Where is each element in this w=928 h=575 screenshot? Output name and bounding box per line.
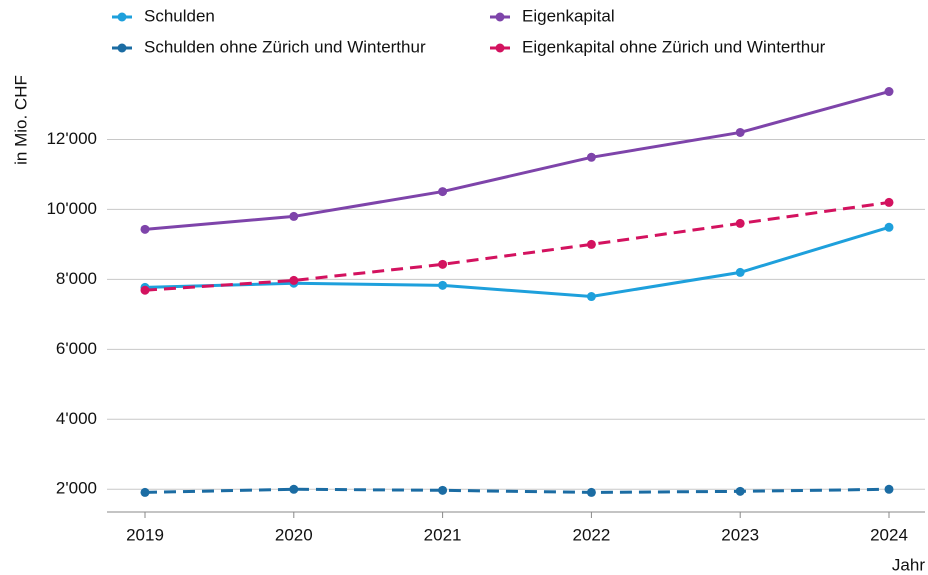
legend-label: Schulden ohne Zürich und Winterthur: [144, 37, 426, 56]
legend-marker: [495, 12, 505, 22]
y-tick-label: 2'000: [56, 479, 97, 498]
x-tick-label: 2019: [126, 525, 164, 544]
data-point: [735, 267, 745, 277]
data-point: [884, 484, 894, 494]
legend-label: Eigenkapital ohne Zürich und Winterthur: [522, 37, 826, 56]
y-tick-label: 10'000: [46, 199, 97, 218]
series-line: [144, 90, 890, 231]
x-tick-label: 2024: [870, 525, 908, 544]
data-point: [289, 275, 299, 285]
data-point: [438, 259, 448, 269]
data-point: [735, 486, 745, 496]
y-tick-label: 6'000: [56, 339, 97, 358]
x-tick-label: 2022: [572, 525, 610, 544]
y-tick-label: 8'000: [56, 269, 97, 288]
data-point: [735, 127, 745, 137]
data-point: [438, 485, 448, 495]
data-point: [884, 197, 894, 207]
series-line: [144, 487, 890, 494]
legend-marker: [117, 43, 127, 53]
y-axis-label: in Mio. CHF: [11, 75, 30, 165]
data-point: [438, 280, 448, 290]
data-point: [140, 224, 150, 234]
data-point: [586, 239, 596, 249]
data-point: [438, 187, 448, 197]
data-point: [140, 285, 150, 295]
x-tick-label: 2023: [721, 525, 759, 544]
data-point: [884, 222, 894, 232]
series-line: [144, 225, 890, 299]
legend-marker: [117, 12, 127, 22]
data-point: [586, 152, 596, 162]
data-point: [586, 487, 596, 497]
data-point: [289, 211, 299, 221]
data-point: [586, 292, 596, 302]
x-tick-label: 2020: [275, 525, 313, 544]
y-tick-label: 12'000: [46, 129, 97, 148]
data-point: [140, 487, 150, 497]
legend-marker: [495, 43, 505, 53]
x-axis-label: Jahr: [892, 555, 925, 574]
y-tick-label: 4'000: [56, 409, 97, 428]
series-line: [144, 200, 890, 292]
legend-label: Eigenkapital: [522, 6, 615, 25]
data-point: [735, 218, 745, 228]
x-tick-label: 2021: [424, 525, 462, 544]
data-point: [884, 87, 894, 97]
legend-label: Schulden: [144, 6, 215, 25]
data-point: [289, 484, 299, 494]
